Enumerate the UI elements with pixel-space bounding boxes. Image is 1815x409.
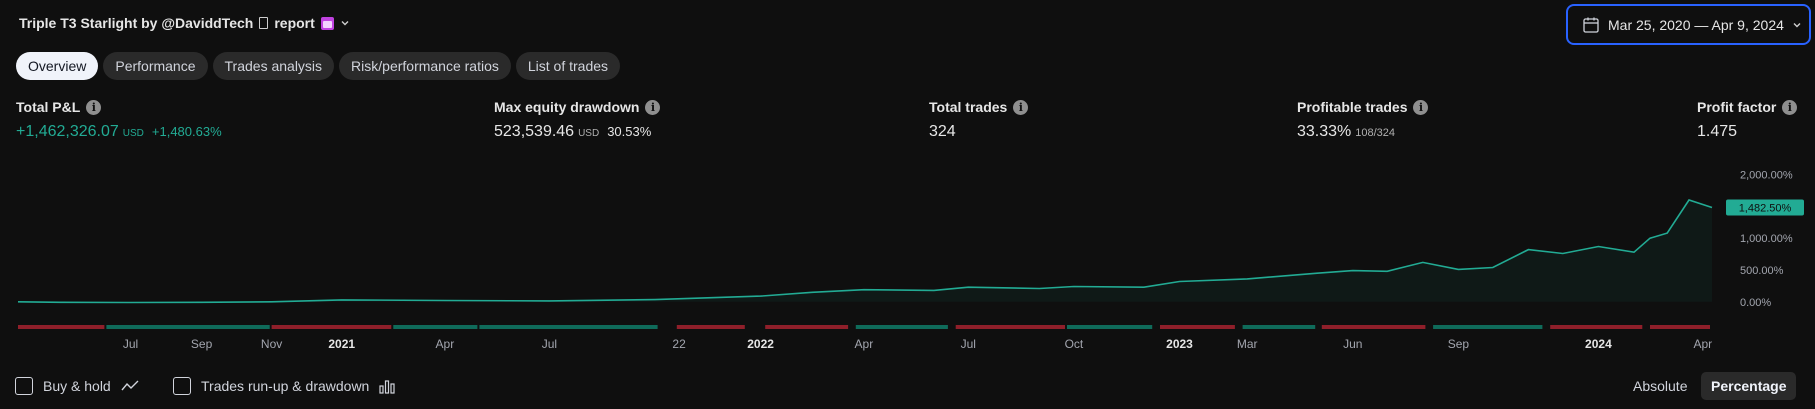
chevron-down-icon[interactable] xyxy=(340,18,350,28)
trade-strip-segment xyxy=(955,325,1065,329)
x-tick-label: Jul xyxy=(542,337,557,351)
x-tick-label: 2023 xyxy=(1166,337,1193,351)
metric-percent: 30.53% xyxy=(607,124,652,139)
trade-strip-segment xyxy=(1242,325,1316,329)
buy-hold-toggle[interactable]: Buy & hold xyxy=(15,377,139,395)
last-value-badge xyxy=(1726,199,1804,216)
trade-strip-segment xyxy=(106,325,270,329)
report-header: Triple T3 Starlight by @DaviddTech repor… xyxy=(0,0,1815,48)
equity-chart[interactable]: 2,000.00% 1,000.00% 500.00% 0.00% 1,482.50% J… xyxy=(0,160,1815,360)
date-range-text: Mar 25, 2020 — Apr 9, 2024 xyxy=(1608,16,1784,33)
x-tick-label: Apr xyxy=(436,337,455,351)
trade-strip-segment xyxy=(855,325,948,329)
runup-drawdown-toggle[interactable]: Trades run-up & drawdown xyxy=(173,377,395,395)
date-range-button[interactable]: Mar 25, 2020 — Apr 9, 2024 xyxy=(1566,4,1811,45)
x-tick-label: Apr xyxy=(1693,337,1712,351)
trade-strip-segment xyxy=(1433,325,1543,329)
x-tick-label: Jul xyxy=(961,337,976,351)
metric-label: Max equity drawdown xyxy=(494,99,640,115)
x-tick-label: Sep xyxy=(1448,337,1470,351)
tab-trades-analysis[interactable]: Trades analysis xyxy=(212,52,335,80)
x-tick-label: Oct xyxy=(1065,337,1084,351)
info-icon[interactable]: i xyxy=(1013,99,1029,115)
metric-label: Profitable trades xyxy=(1297,99,1408,115)
x-tick-label: 22 xyxy=(672,337,686,351)
metric-max-equity-drawdown: Max equity drawdown i 523,539.46 USD 30.5… xyxy=(494,99,661,141)
metric-value: 523,539.46 xyxy=(494,123,575,140)
equity-chart-svg: 2,000.00% 1,000.00% 500.00% 0.00% 1,482.50% J… xyxy=(17,170,1804,351)
metric-value: 1.475 xyxy=(1697,123,1738,140)
trade-strip-segment xyxy=(1160,325,1235,329)
absolute-toggle[interactable]: Absolute xyxy=(1633,378,1688,394)
info-icon[interactable]: i xyxy=(1413,99,1429,115)
chart-footer: Buy & hold Trades run-up & drawdown Abso… xyxy=(0,370,1815,404)
runup-drawdown-checkbox[interactable] xyxy=(173,377,191,395)
equity-line xyxy=(17,199,1713,304)
runup-drawdown-label: Trades run-up & drawdown xyxy=(201,378,370,394)
x-tick-label: 2024 xyxy=(1585,337,1612,351)
metric-value: 33.33% xyxy=(1297,123,1352,140)
x-tick-label: Apr xyxy=(855,337,874,351)
last-value-label: 1,482.50% xyxy=(1739,203,1792,215)
trade-strip-segment xyxy=(765,325,849,329)
trade-strip-segment xyxy=(676,325,745,329)
tab-list-of-trades[interactable]: List of trades xyxy=(515,52,621,80)
trade-strip-segment xyxy=(1550,325,1643,329)
equity-area xyxy=(18,200,1712,303)
info-icon[interactable]: i xyxy=(645,99,661,115)
trade-strip-segment xyxy=(479,325,658,329)
x-tick-label: 2022 xyxy=(747,337,774,351)
trade-strip-segment xyxy=(393,325,478,329)
x-tick-label: 2021 xyxy=(328,337,355,351)
tab-overview[interactable]: Overview xyxy=(16,52,99,80)
calendar-icon xyxy=(1583,17,1599,33)
y-tick-label: 2,000.00% xyxy=(1740,170,1793,182)
chevron-down-icon xyxy=(1793,22,1801,27)
metric-percent: +1,480.63% xyxy=(151,124,222,139)
x-tick-label: Nov xyxy=(261,337,282,351)
y-tick-label: 0.00% xyxy=(1740,297,1771,309)
buy-hold-checkbox[interactable] xyxy=(15,377,33,395)
buy-hold-label: Buy & hold xyxy=(43,378,111,394)
bar-chart-icon xyxy=(379,380,395,394)
info-icon[interactable]: i xyxy=(86,99,102,115)
line-chart-icon xyxy=(121,380,139,391)
x-tick-label: Jul xyxy=(123,337,138,351)
metric-value: 324 xyxy=(929,123,956,140)
metric-total-pnl: Total P&L i +1,462,326.07 USD +1,480.63% xyxy=(16,99,222,141)
trade-strip-segment xyxy=(1321,325,1426,329)
trade-strip-segment xyxy=(18,325,105,329)
x-tick-label: Mar xyxy=(1237,337,1258,351)
y-tick-label: 500.00% xyxy=(1740,265,1784,277)
info-icon[interactable]: i xyxy=(1782,99,1798,115)
strategy-name: Triple T3 Starlight by @DaviddTech xyxy=(19,15,254,31)
y-tick-label: 1,000.00% xyxy=(1740,233,1793,245)
report-tabs: Overview Performance Trades analysis Ris… xyxy=(16,52,621,80)
trade-strip-segment xyxy=(1650,325,1710,329)
metric-ratio: 108/324 xyxy=(1355,127,1396,139)
x-tick-label: Sep xyxy=(191,337,213,351)
metric-value: +1,462,326.07 xyxy=(16,123,119,140)
x-tick-label: Jun xyxy=(1343,337,1362,351)
report-title[interactable]: Triple T3 Starlight by @DaviddTech repor… xyxy=(19,15,350,31)
metric-label: Total P&L xyxy=(16,99,81,115)
metric-profit-factor: Profit factor i 1.475 xyxy=(1697,99,1798,141)
trade-strip-segment xyxy=(271,325,392,329)
tab-risk-performance-ratios[interactable]: Risk/performance ratios xyxy=(339,52,511,80)
tab-performance[interactable]: Performance xyxy=(103,52,208,80)
placeholder-glyph-icon xyxy=(259,17,269,29)
metric-profitable-trades: Profitable trades i 33.33% 108/324 xyxy=(1297,99,1429,141)
report-label: report xyxy=(274,15,315,31)
metric-label: Total trades xyxy=(929,99,1008,115)
percentage-toggle[interactable]: Percentage xyxy=(1701,372,1797,400)
metric-unit: USD xyxy=(122,128,144,139)
metric-label: Profit factor xyxy=(1697,99,1777,115)
metric-total-trades: Total trades i 324 xyxy=(929,99,1029,141)
calendar-emoji-icon xyxy=(320,16,334,30)
metric-unit: USD xyxy=(578,128,600,139)
trade-strip-segment xyxy=(1067,325,1153,329)
